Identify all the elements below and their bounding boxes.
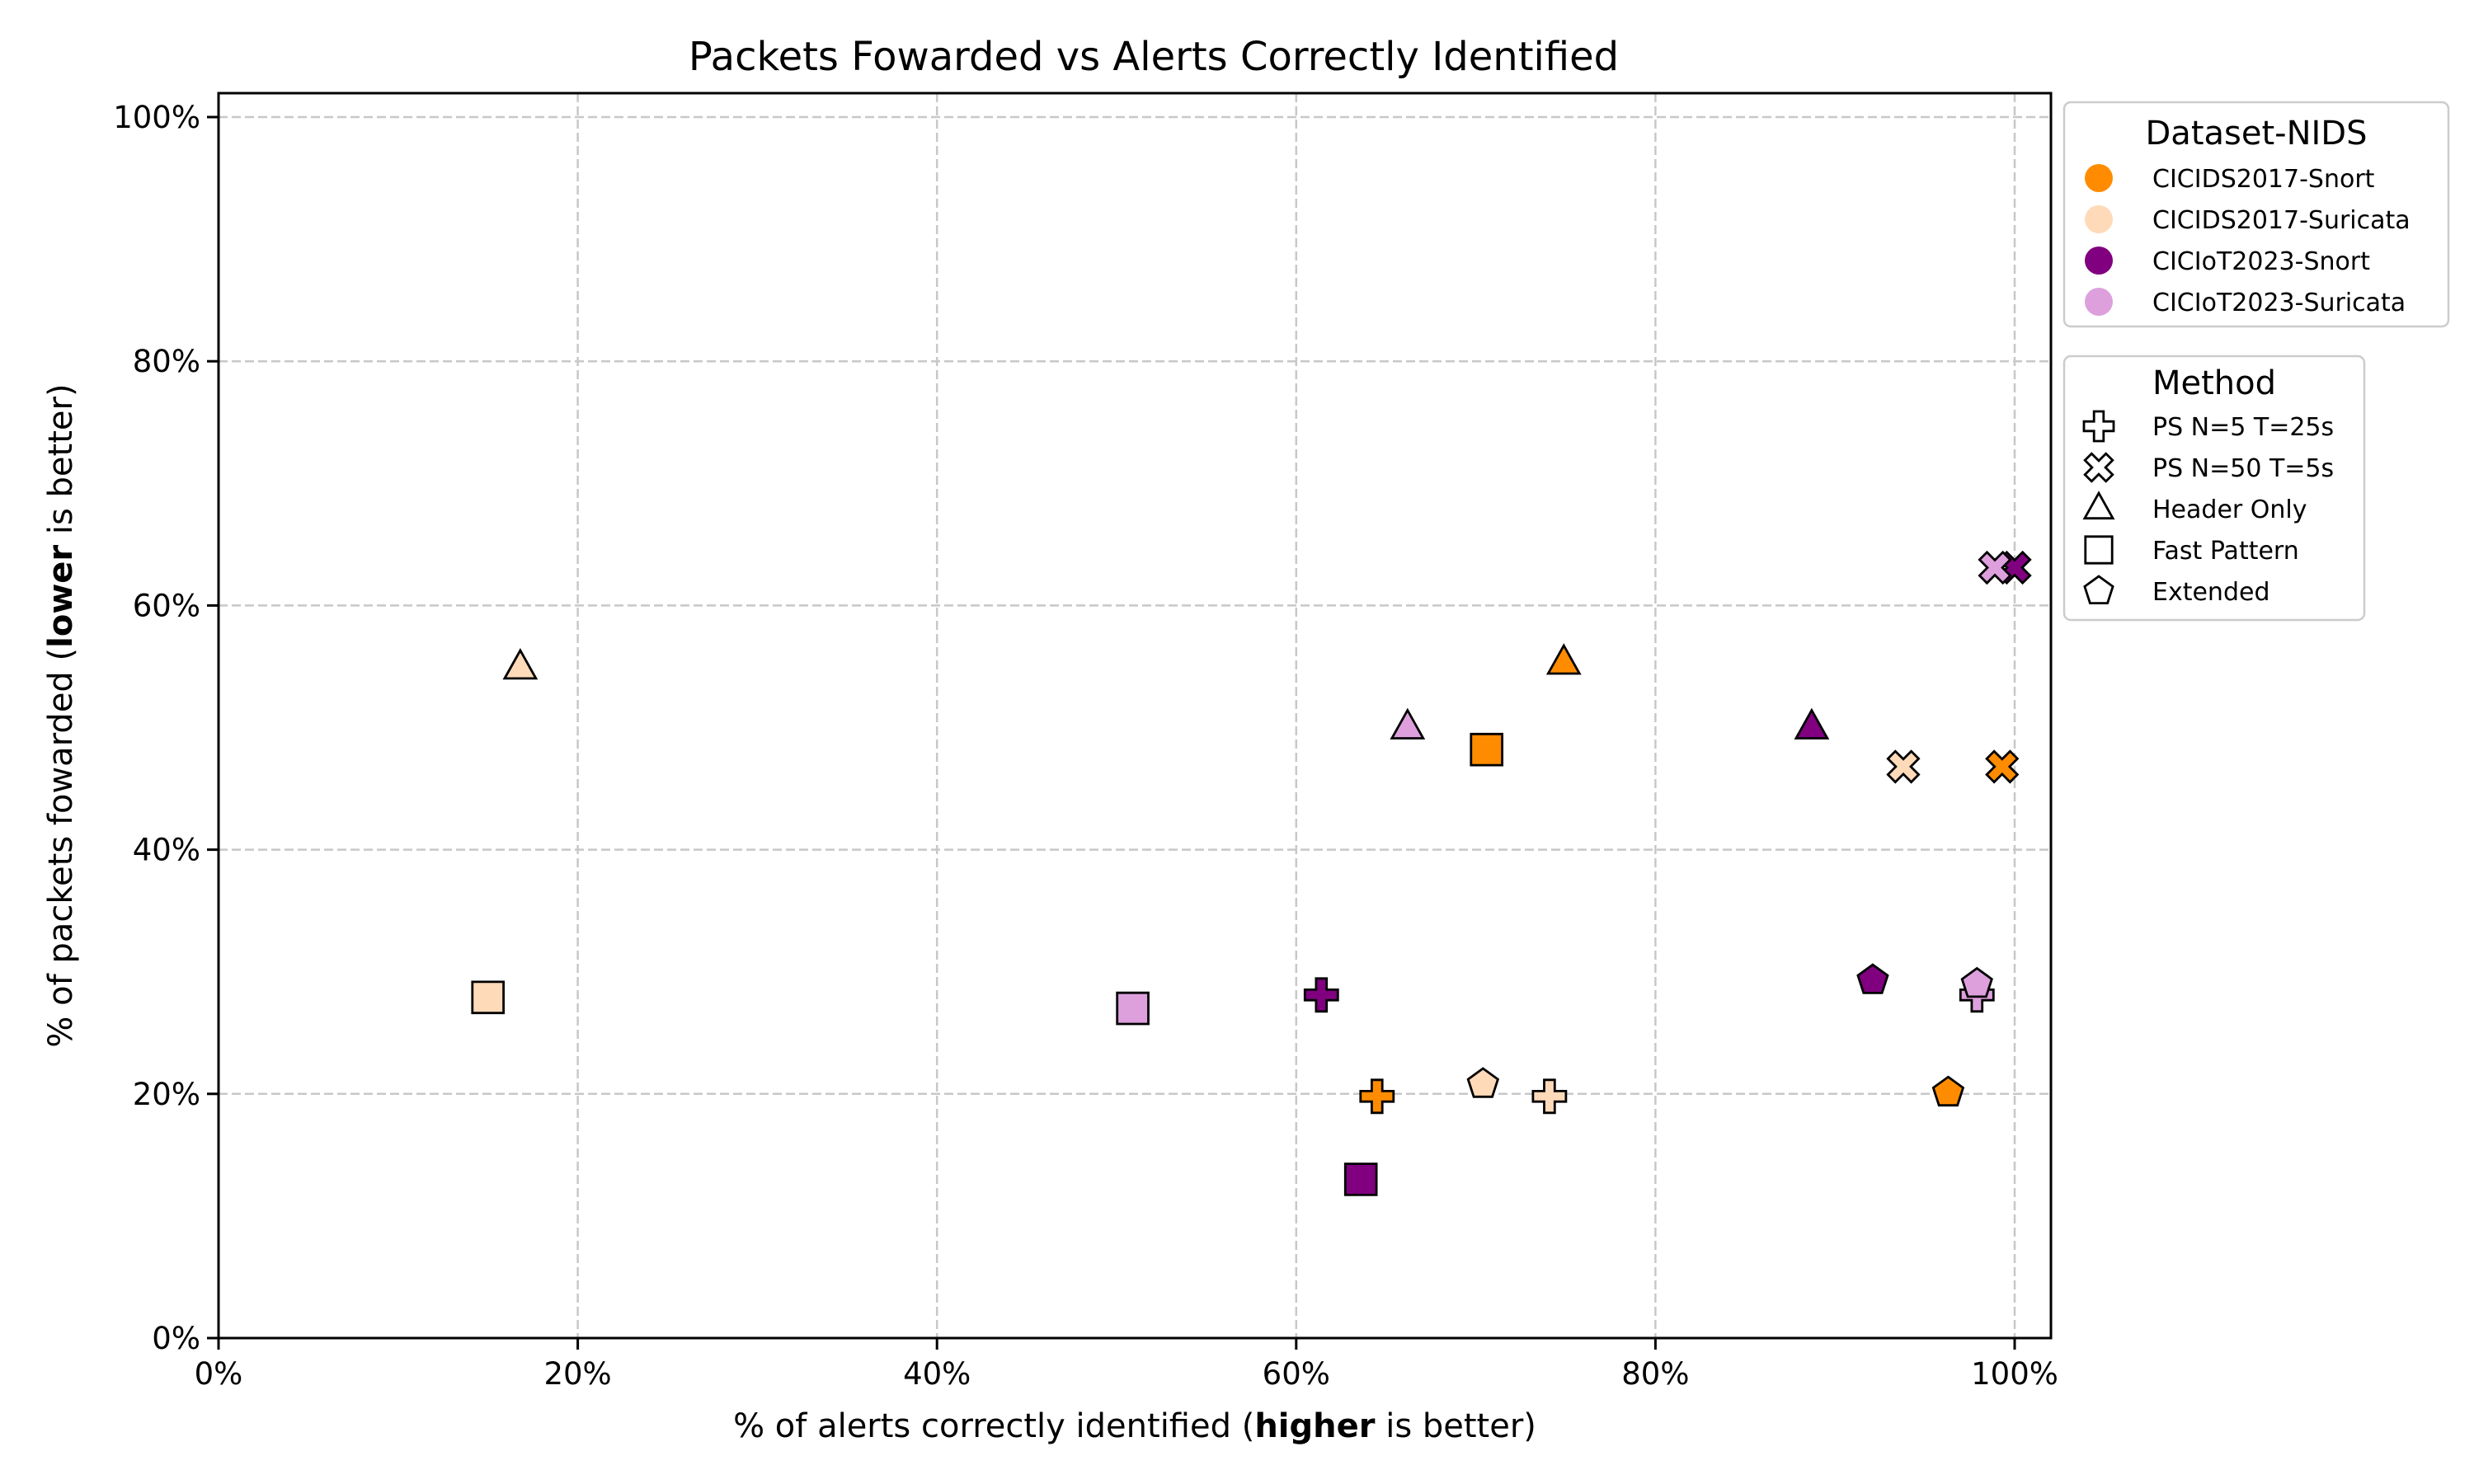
data-point-cicids2017-snort-fast xyxy=(1470,732,1503,767)
x-axis-label-bold: higher xyxy=(1254,1407,1375,1445)
y-tick-label: 80% xyxy=(133,344,200,379)
data-point-cicids2017-snort-header xyxy=(1545,643,1582,675)
legend-label-ps50: PS N=50 T=5s xyxy=(2152,454,2334,483)
y-axis-label-post: is better) xyxy=(42,383,80,544)
legend-dataset-entries: CICIDS2017-Snort CICIDS2017-Suricata CICIo… xyxy=(2085,164,2411,317)
legend-dataset-frame xyxy=(2062,101,2450,328)
y-axis-label: % of packets fowarded (lower is better) xyxy=(42,383,80,1047)
grid-lines xyxy=(219,93,2051,1338)
axis-ticks: 0% 20% 40% 60% 80% 100% 0% 20% 40% 60% 80% 100% xyxy=(113,100,2058,1392)
legend-label-ciciot2023-suricata: CICIoT2023-Suricata xyxy=(2152,289,2406,317)
data-point-ciciot2023-snort-fast xyxy=(1343,1162,1378,1196)
data-point-cicids2017-snort-ps50 xyxy=(1985,749,2020,784)
legend-method: Method PS N=5 T=25s PS N=50 T=5s Header On… xyxy=(2062,355,2366,622)
data-point-ciciot2023-snort-ext xyxy=(1856,963,1889,994)
x-tick-label: 100% xyxy=(1971,1356,2058,1392)
legend-label-cicids2017-suricata: CICIDS2017-Suricata xyxy=(2152,206,2411,235)
legend-swatch-ciciot2023-suricata xyxy=(2085,288,2113,316)
data-point-cicids2017-suricata-ps50 xyxy=(1886,749,1921,784)
y-tick-label: 40% xyxy=(133,833,200,868)
y-tick-label: 60% xyxy=(133,588,200,623)
x-axis-label-post: is better) xyxy=(1375,1407,1536,1445)
legend-marker-ext xyxy=(2083,575,2114,604)
legend-swatch-ciciot2023-snort xyxy=(2085,247,2113,275)
legend-swatch-cicids2017-snort xyxy=(2085,164,2113,192)
x-axis-label: % of alerts correctly identified (higher… xyxy=(733,1407,1536,1445)
x-tick-label: 40% xyxy=(903,1356,971,1392)
y-tick-label: 0% xyxy=(152,1321,200,1356)
x-axis-label-pre: % of alerts correctly identified ( xyxy=(733,1407,1254,1445)
data-point-ciciot2023-suricata-header xyxy=(1390,707,1426,740)
legend-swatch-cicids2017-suricata xyxy=(2085,205,2113,233)
legend-label-ext: Extended xyxy=(2152,578,2270,607)
y-tick-label: 100% xyxy=(113,100,200,135)
legend-method-frame xyxy=(2062,355,2366,622)
data-point-cicids2017-snort-ps5 xyxy=(1359,1078,1395,1115)
legend-label-ciciot2023-snort: CICIoT2023-Snort xyxy=(2152,247,2370,276)
x-tick-label: 0% xyxy=(195,1356,243,1392)
legend-dataset-title: Dataset-NIDS xyxy=(2146,115,2368,153)
x-tick-label: 20% xyxy=(543,1356,611,1392)
x-tick-label: 60% xyxy=(1263,1356,1330,1392)
data-points xyxy=(471,550,2032,1196)
x-tick-label: 80% xyxy=(1621,1356,1689,1392)
legend-label-fast: Fast Pattern xyxy=(2152,537,2299,566)
legend-label-header: Header Only xyxy=(2152,495,2307,524)
legend-label-ps5: PS N=5 T=25s xyxy=(2152,413,2334,442)
data-point-cicids2017-snort-ext xyxy=(1931,1075,1965,1107)
chart-title: Packets Fowarded vs Alerts Correctly Ide… xyxy=(689,34,1619,80)
legend-method-entries: PS N=5 T=25s PS N=50 T=5s Header Only Fast … xyxy=(2082,410,2334,607)
legend-dataset: Dataset-NIDS CICIDS2017-SnortCICIDS2017-… xyxy=(2062,101,2450,328)
y-axis-label-bold: lower xyxy=(42,545,80,648)
data-point-ciciot2023-suricata-fast xyxy=(1116,991,1150,1026)
data-point-cicids2017-suricata-header xyxy=(502,648,539,680)
legend-marker-ps50 xyxy=(2083,452,2114,483)
y-tick-label: 20% xyxy=(133,1077,200,1112)
data-point-ciciot2023-suricata-ext xyxy=(1960,966,1993,998)
y-axis-label-pre: % of packets fowarded ( xyxy=(42,648,80,1048)
legend-marker-header xyxy=(2082,491,2115,520)
legend-label-cicids2017-snort: CICIDS2017-Snort xyxy=(2152,165,2375,194)
data-point-cicids2017-suricata-ps5 xyxy=(1531,1078,1568,1115)
data-point-cicids2017-suricata-fast xyxy=(471,980,505,1015)
data-point-ciciot2023-snort-header xyxy=(1794,707,1830,740)
legend-marker-fast xyxy=(2084,535,2114,565)
data-point-ciciot2023-snort-ps5 xyxy=(1303,977,1339,1013)
data-point-cicids2017-suricata-ext xyxy=(1466,1067,1500,1098)
legend-marker-ps5 xyxy=(2082,410,2115,443)
legend-method-title: Method xyxy=(2152,364,2276,402)
data-point-ciciot2023-suricata-ps50 xyxy=(1978,550,2012,585)
plot-area-frame xyxy=(217,92,2053,1340)
